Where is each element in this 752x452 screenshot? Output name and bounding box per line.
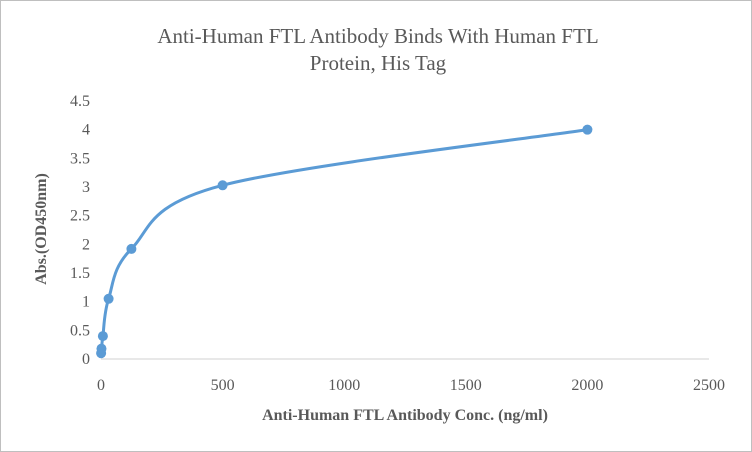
chart-title-line-2: Protein, His Tag: [310, 51, 447, 75]
y-tick-label: 1: [82, 294, 90, 311]
x-tick-label: 2500: [693, 377, 725, 394]
y-tick-label: 1.5: [70, 265, 90, 282]
data-point: [126, 243, 137, 254]
x-tick-label: 500: [211, 377, 235, 394]
data-point: [103, 293, 114, 304]
y-tick-label: 0.5: [70, 322, 90, 339]
y-axis-title: Abs.(OD450nm): [33, 173, 50, 285]
y-tick-label: 3: [82, 179, 90, 196]
data-point: [97, 331, 108, 342]
y-tick-label: 2.5: [70, 208, 90, 225]
y-tick-label: 4.5: [70, 93, 90, 110]
x-axis-ticks: 0 500 1000 1500 2000 2500: [97, 377, 725, 394]
chart-title-line-1: Anti-Human FTL Antibody Binds With Human…: [157, 24, 598, 48]
y-tick-label: 2: [82, 236, 90, 253]
series-curve: [99, 128, 589, 355]
series-points: [96, 124, 593, 359]
y-tick-label: 4: [82, 122, 90, 139]
x-axis-title: Anti-Human FTL Antibody Conc. (ng/ml): [262, 407, 548, 424]
x-tick-label: 2000: [571, 377, 603, 394]
x-tick-label: 1000: [328, 377, 360, 394]
data-point: [217, 180, 228, 191]
data-point: [96, 343, 107, 354]
x-tick-label: 0: [97, 377, 105, 394]
x-tick-label: 1500: [450, 377, 482, 394]
y-tick-label: 3.5: [70, 150, 90, 167]
y-tick-label: 0: [82, 351, 90, 368]
data-point: [582, 124, 593, 135]
y-axis-ticks: 0 0.5 1 1.5 2 2.5 3 3.5 4 4.5: [70, 93, 90, 368]
